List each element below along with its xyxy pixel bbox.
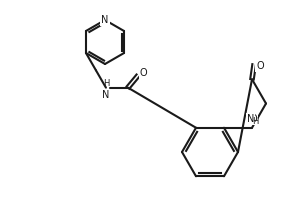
Text: O: O [140,68,148,78]
Text: H: H [103,79,109,88]
Text: H: H [252,117,258,126]
Text: O: O [249,114,257,124]
Text: N: N [247,114,254,124]
Text: O: O [256,61,264,71]
Text: N: N [101,15,109,25]
Text: N: N [102,90,110,100]
